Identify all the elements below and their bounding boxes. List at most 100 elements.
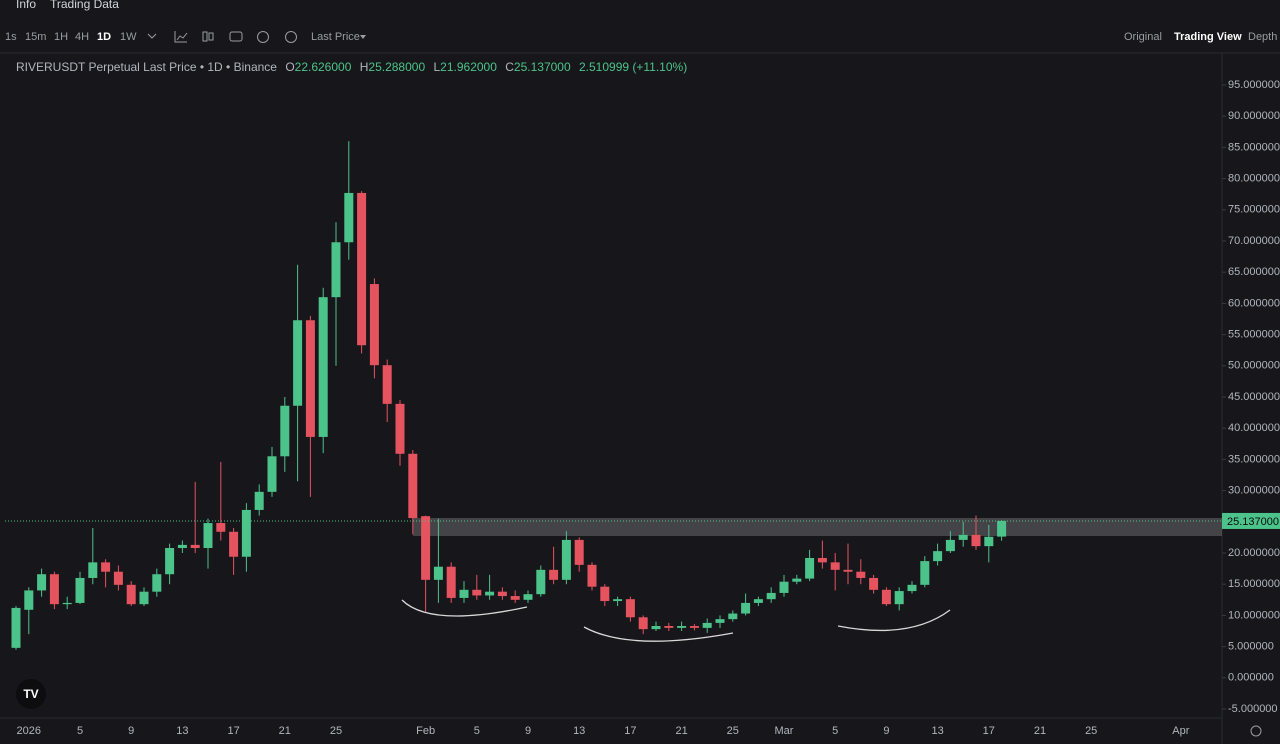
candle-body: [625, 599, 635, 618]
candle-body: [536, 569, 546, 595]
annotation-curve: [583, 626, 734, 642]
candle-body: [75, 577, 85, 603]
interval[interactable]: 1D: [97, 31, 111, 43]
candle-body: [485, 591, 495, 596]
interval[interactable]: 15m: [25, 31, 46, 43]
candle-body: [280, 405, 290, 457]
candle-body: [267, 456, 277, 492]
legend-change: 2.510999 (+11.10%): [579, 60, 687, 74]
candle-body: [11, 607, 21, 648]
candle-body: [254, 491, 264, 510]
x-tick-label: 5: [474, 725, 480, 737]
x-tick-label: 2026: [17, 725, 41, 737]
interval[interactable]: 1W: [120, 31, 137, 43]
candle-body: [139, 591, 149, 605]
dropdown-icon[interactable]: [147, 33, 157, 39]
x-tick-label: 13: [176, 725, 188, 737]
candle-body: [600, 586, 610, 602]
x-tick-label: 9: [525, 725, 531, 737]
y-tick-label: 30.000000: [1228, 485, 1280, 497]
y-tick-label: 50.000000: [1228, 360, 1280, 372]
candle-body: [741, 602, 751, 614]
x-tick-label: 21: [675, 725, 687, 737]
y-tick-label: 10.000000: [1228, 609, 1280, 621]
candle-body: [318, 297, 328, 437]
candle-body: [830, 562, 840, 570]
candle-body: [664, 626, 674, 628]
candle-body: [894, 591, 904, 605]
candle-body: [408, 453, 418, 519]
x-tick-label: 13: [573, 725, 585, 737]
legend-key: L: [433, 60, 440, 74]
y-tick-label: 90.000000: [1228, 110, 1280, 122]
candle-body: [574, 539, 584, 565]
candle-body: [331, 242, 341, 298]
candle-body: [165, 548, 175, 575]
candle-body: [497, 591, 507, 597]
y-tick-label: 45.000000: [1228, 391, 1280, 403]
candle-body: [369, 284, 379, 366]
tab[interactable]: Info: [16, 0, 36, 11]
view-tab[interactable]: Depth: [1248, 31, 1277, 43]
y-tick-label: 20.000000: [1228, 547, 1280, 559]
candle-body: [229, 531, 239, 557]
last-price-tag: [1222, 512, 1280, 529]
candle-body: [49, 574, 59, 605]
candle-body: [613, 599, 623, 602]
candle-body: [459, 589, 469, 598]
candle-body: [382, 365, 392, 404]
interval[interactable]: 4H: [75, 31, 89, 43]
view-tab[interactable]: Trading View: [1174, 31, 1242, 43]
chart-type-icon[interactable]: [174, 31, 188, 43]
candle-icon[interactable]: [202, 31, 208, 42]
y-tick-label: 80.000000: [1228, 173, 1280, 185]
price-type[interactable]: Last Price: [311, 31, 360, 43]
candle-body: [792, 578, 802, 582]
view-tab[interactable]: Original: [1124, 31, 1162, 43]
candle-body: [395, 403, 405, 454]
y-tick-label: 15.000000: [1228, 578, 1280, 590]
y-tick-label: 75.000000: [1228, 204, 1280, 216]
candle-body: [997, 520, 1007, 537]
candle-body: [190, 544, 200, 549]
settings-icon[interactable]: [285, 31, 297, 43]
interval[interactable]: 1s: [5, 31, 17, 43]
candle-body: [728, 613, 738, 620]
candle-body: [305, 320, 315, 437]
interval[interactable]: 1H: [54, 31, 68, 43]
logo[interactable]: [16, 679, 46, 709]
tab[interactable]: Trading Data: [50, 0, 119, 11]
candle-body: [421, 516, 431, 580]
candle-body: [638, 617, 648, 630]
legend: RIVERUSDT Perpetual Last Price • 1D • Bi…: [16, 60, 687, 74]
y-tick-label: -5.000000: [1228, 703, 1278, 715]
candle-body: [433, 566, 443, 580]
legend-key: O: [285, 60, 294, 74]
candle-body: [446, 566, 456, 598]
candle-body: [62, 602, 72, 605]
x-tick-label: 17: [983, 725, 995, 737]
candle-body: [933, 551, 943, 562]
x-tick-label: 9: [883, 725, 889, 737]
candle-body: [651, 626, 661, 630]
x-tick-label: Apr: [1172, 725, 1189, 737]
candle-body: [984, 536, 994, 547]
settings-icon[interactable]: [1250, 725, 1262, 737]
plot-area: [11, 141, 1222, 650]
candle-body: [856, 571, 866, 578]
y-tick-label: 55.000000: [1228, 329, 1280, 341]
candle-body: [843, 569, 853, 572]
annotation-curve: [837, 609, 951, 632]
y-tick-label: 95.000000: [1228, 79, 1280, 91]
y-tick-label: 40.000000: [1228, 422, 1280, 434]
candle-body: [817, 557, 827, 563]
candle-body: [472, 589, 482, 596]
candle-body: [869, 577, 879, 590]
candle-body: [37, 574, 47, 591]
add-icon[interactable]: [257, 31, 269, 43]
candle-body: [216, 523, 226, 532]
candle-body: [203, 523, 213, 549]
camera-icon[interactable]: [229, 31, 243, 42]
candle-body: [152, 574, 162, 592]
